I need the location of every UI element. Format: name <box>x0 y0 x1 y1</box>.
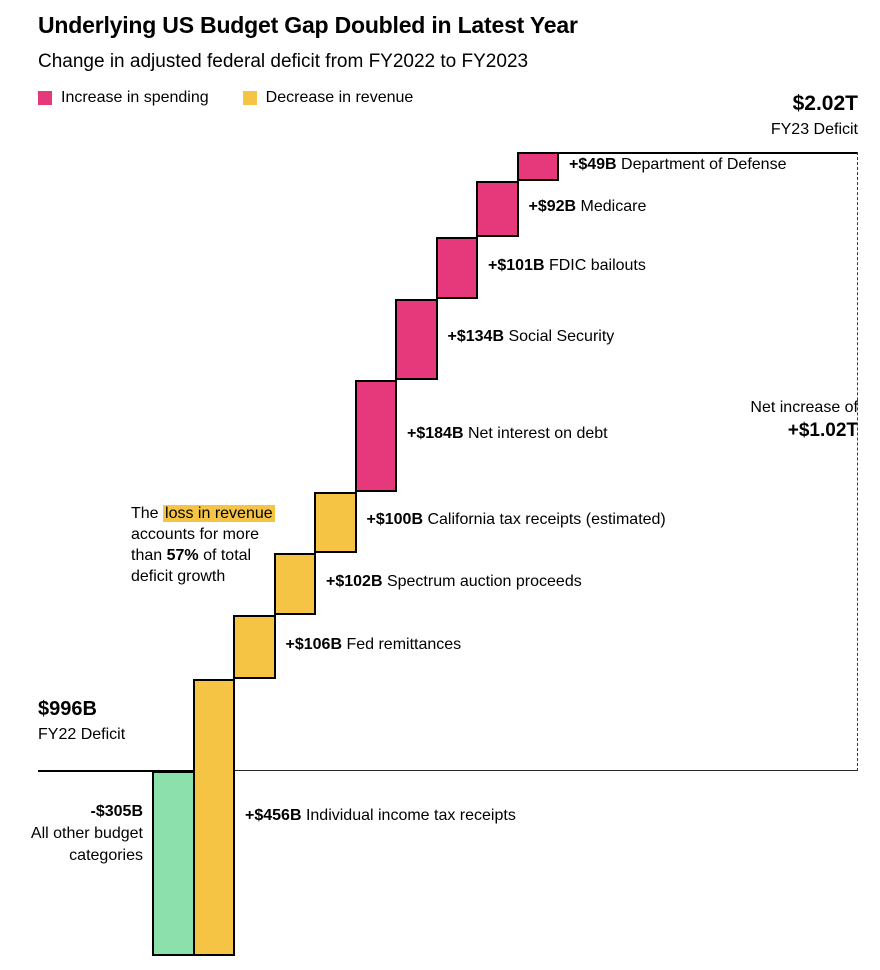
net-increase-value: +$1.02T <box>787 420 858 441</box>
bar-value: +$456B <box>245 806 302 824</box>
waterfall-bar-revenue-4 <box>314 492 357 553</box>
bar-label-8: +$92B Medicare <box>528 198 647 216</box>
revenue-note-middle: accounts for more than <box>131 526 260 564</box>
revenue-note: The loss in revenue accounts for more th… <box>131 503 291 587</box>
bar-label-1: +$456B Individual income tax receipts <box>245 806 516 824</box>
bar-value: +$49B <box>569 155 617 173</box>
waterfall-bar-spending-6 <box>395 298 438 381</box>
dashed-connector <box>857 151 858 771</box>
fy22-baseline <box>38 770 195 772</box>
bar-value: +$101B <box>488 257 545 274</box>
net-increase-label: Net increase of <box>750 399 858 416</box>
fy23-deficit-value: $2.02T <box>792 92 858 115</box>
legend-swatch-revenue <box>242 91 257 105</box>
fy23-level-line <box>559 151 858 154</box>
bar-label-6: +$134B Social Security <box>447 328 615 346</box>
fy22-deficit-value: $996B <box>38 698 97 720</box>
revenue-note-prefix: The <box>131 505 164 522</box>
other-categories-label: All other budget categories <box>30 825 143 864</box>
fy22-deficit-annotation: $996B FY22 Deficit <box>38 698 125 744</box>
legend-item-revenue: Decrease in revenue <box>242 89 414 107</box>
fy23-deficit-annotation: $2.02T FY23 Deficit <box>771 92 858 139</box>
baseline-extension <box>38 770 857 771</box>
revenue-note-suffix: of total deficit growth <box>131 547 252 585</box>
waterfall-bar-revenue-3 <box>273 552 316 615</box>
other-categories-value: -$305B <box>90 803 143 820</box>
bar-label-4: +$100B California tax receipts (estimate… <box>366 511 666 529</box>
bar-value: +$100B <box>366 511 424 529</box>
bar-label-7: +$101B FDIC bailouts <box>488 257 646 274</box>
bar-value: +$106B <box>285 636 343 653</box>
waterfall-bar-revenue-2 <box>233 614 276 680</box>
waterfall-bar-revenue-1 <box>192 679 235 957</box>
page-title: Underlying US Budget Gap Doubled in Late… <box>38 12 578 38</box>
fy23-deficit-label: FY23 Deficit <box>770 121 858 138</box>
legend-swatch-spending <box>38 91 52 105</box>
other-categories-annotation: -$305B All other budget categories <box>23 801 143 867</box>
bar-value: +$184B <box>407 425 464 443</box>
bar-label-3: +$102B Spectrum auction proceeds <box>326 572 582 590</box>
bar-value: +$102B <box>326 572 383 590</box>
revenue-note-bold: 57% <box>166 547 199 564</box>
bar-label-5: +$184B Net interest on debt <box>407 425 608 443</box>
net-increase-annotation: Net increase of +$1.02T <box>750 399 858 442</box>
legend-label: Increase in spending <box>61 89 209 106</box>
bar-value: +$92B <box>528 198 577 216</box>
legend: Increase in spending Decrease in revenue <box>38 89 578 107</box>
chart-header: Underlying US Budget Gap Doubled in Late… <box>38 12 578 107</box>
fy22-deficit-label: FY22 Deficit <box>38 726 126 743</box>
legend-item-spending: Increase in spending <box>38 89 209 107</box>
bar-label-2: +$106B Fed remittances <box>285 636 462 653</box>
page-subtitle: Change in adjusted federal deficit from … <box>38 51 529 72</box>
waterfall-bar-spending-9 <box>516 151 559 182</box>
revenue-note-highlight: loss in revenue <box>163 505 275 522</box>
waterfall-bar-spending-8 <box>476 181 519 238</box>
bar-value: +$134B <box>447 328 505 346</box>
bar-label-9: +$49B Department of Defense <box>569 155 787 173</box>
waterfall-bar-spending-7 <box>435 237 478 299</box>
waterfall-bar-spending-5 <box>354 380 397 492</box>
waterfall-bar-other-0 <box>152 771 195 957</box>
legend-label: Decrease in revenue <box>265 89 414 106</box>
